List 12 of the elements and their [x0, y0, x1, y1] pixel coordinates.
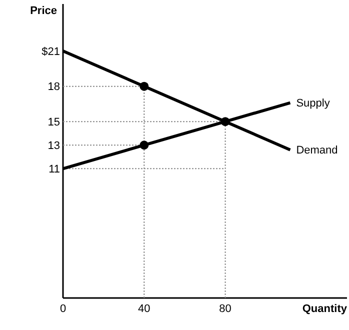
x-axis-title: Quantity [302, 303, 348, 315]
y-tick-label: 15 [48, 116, 60, 128]
series-label: Demand [296, 144, 338, 157]
x-tick-label: 80 [219, 303, 232, 315]
series-label: Supply [296, 98, 330, 110]
y-tick-label: 13 [48, 140, 60, 152]
x-tick-label: 40 [138, 303, 150, 315]
x-tick-label: 0 [60, 303, 66, 315]
y-tick-label: $21 [42, 46, 60, 58]
y-tick-label: 11 [48, 163, 60, 176]
y-tick-label: 18 [48, 81, 60, 94]
y-axis-title: Price [30, 5, 57, 17]
